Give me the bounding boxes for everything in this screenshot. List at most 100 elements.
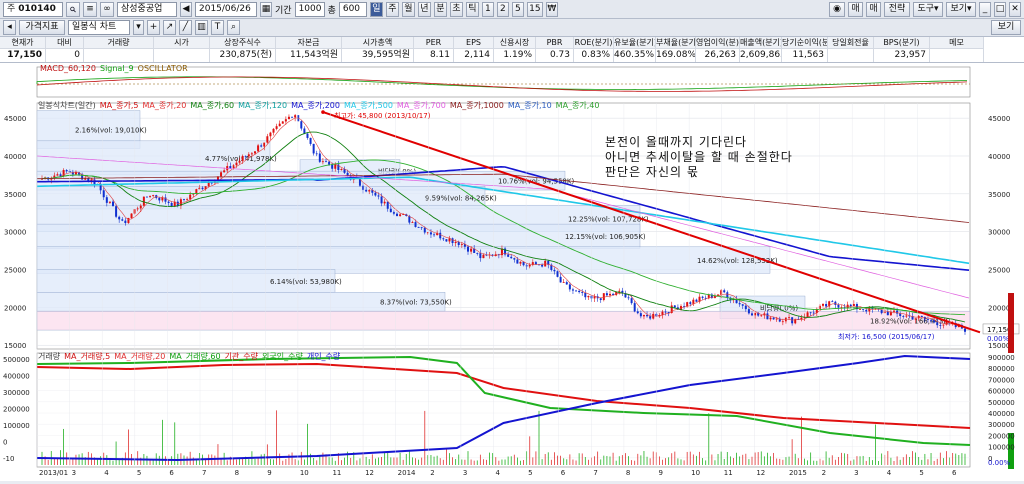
period-input[interactable]: 1000 [294,1,325,17]
legend-item: MA_종가,200 [291,101,340,110]
quote-value: 1.19% [503,50,532,60]
tool-button-5[interactable]: T [211,20,224,35]
period-button-week[interactable]: 주 [385,1,399,17]
window-min-button[interactable]: _ [979,1,991,17]
candle-body [59,174,62,177]
won-button[interactable]: ₩ [545,1,558,17]
candle-body [485,254,488,256]
prev-button[interactable]: ◀ [180,1,192,17]
quote-header: EPS [454,37,493,49]
calendar-button[interactable]: ▦ [260,1,272,17]
quote-value: 2,609,863 [740,50,781,60]
window-max-button[interactable]: □ [994,1,1006,17]
quote-value: 11,563 [792,50,825,60]
volume-profile-label: 12.25%(vol: 107,728K) [568,215,649,223]
candle-body [161,197,164,201]
candle-body [210,182,213,184]
tool-button-6[interactable]: ⌕ [227,20,240,35]
candle-body [519,261,522,264]
candle-body [794,319,797,324]
view-button[interactable]: 보기 ▾ [946,1,976,17]
collapse-icon: ◂ [7,22,12,32]
arrow-icon: ↗ [165,22,174,32]
candle-body [467,246,469,252]
institution-line [36,362,971,429]
tool-button-1[interactable]: + [147,20,160,35]
chart-canvas[interactable]: 45000 45000 40000 40000 35000 35000 30000 30000… [0,63,1024,481]
candle-body [747,309,750,314]
chart-type-dropdown[interactable]: ▾ [133,20,144,35]
candle-body [167,201,170,203]
caret-left-icon: ◀ [182,3,190,14]
period-button-second[interactable]: 초 [449,1,463,17]
quote-value: 460.35% [614,50,655,60]
eye-button[interactable]: ◉ [829,1,845,17]
quote-value: 0.83% [581,50,610,60]
candle-body [334,164,337,169]
chart-type-select[interactable]: 일봉식 차트 [68,20,130,35]
code-list-button[interactable]: ≡ [83,1,97,17]
tool-button-2[interactable]: ↗ [163,20,176,35]
period-button-15[interactable]: 15 [526,1,543,17]
period-button-month[interactable]: 월 [401,1,415,17]
x-tick-label: 4 [104,469,109,477]
volume-profile-label: 6.14%(vol: 53,980K) [270,278,342,286]
candle-body [244,155,247,157]
legend-item: MA_거래량,20 [114,352,166,361]
tool-button-3[interactable]: ╱ [179,20,192,35]
x-tick-label: 6 [561,469,566,477]
period-button-year[interactable]: 년 [417,1,431,17]
candle-body [451,238,454,244]
candle-body [457,241,460,246]
candle-body [825,304,828,307]
candle-body [325,161,327,163]
volume-profile-label: 14.62%(vol: 128,552K) [697,257,778,265]
link-button[interactable]: ∞ [100,1,114,17]
volume-profile-label: 10.76%(vol: 94,558K) [498,178,574,186]
trade-sell-button[interactable]: 매 [866,1,881,17]
candle-body [581,292,584,293]
candle-body [834,301,837,305]
candle-body [547,260,550,265]
count-input[interactable]: 600 [338,1,367,17]
candle-body [500,248,503,256]
legend-item: MA_종가,1000 [449,101,504,110]
quote-cell-0: 현재가 17,150 [0,37,46,62]
candle-body [655,313,658,317]
quote-header: 부채율(분기) [656,37,695,49]
candle-body [476,252,479,254]
search-button[interactable] [66,1,80,17]
candle-body [254,151,256,154]
x-tick-label: 11 [724,469,733,477]
date-input[interactable]: 2015/06/26 [195,1,257,17]
candle-body [473,248,476,253]
tool-button-4[interactable]: ▥ [195,20,208,35]
chart-area[interactable]: 45000 45000 40000 40000 35000 35000 30000 30000… [0,63,1024,481]
price-tick-left: 15000 [4,342,26,350]
quote-cell-19: 메모 [930,37,984,62]
period-button-5[interactable]: 5 [511,1,524,17]
window-close-button[interactable]: ✕ [1009,1,1021,17]
price-tick-right: 30000 [988,229,1010,237]
period-button-tick[interactable]: 틱 [465,1,479,17]
price-tick-left: 20000 [4,304,26,312]
period-button-2[interactable]: 2 [496,1,509,17]
tools-button[interactable]: 도구 ▾ [913,1,943,17]
indicator-tab[interactable]: 가격지표 [19,20,65,35]
high-point-marker [321,110,325,114]
period-button-day[interactable]: 일 [369,1,383,17]
candle-body [565,282,568,285]
stock-code-input[interactable]: 주 010140 [3,1,63,17]
period-button-1[interactable]: 1 [481,1,494,17]
candle-body [510,256,513,259]
side-view-button[interactable]: 보기 [991,20,1021,35]
period-button-minute[interactable]: 분 [433,1,447,17]
candle-body [229,166,232,169]
x-tick-label: 12 [365,469,374,477]
candle-body [880,309,883,314]
quote-value: 169.08% [656,50,695,60]
collapse-button[interactable]: ◂ [3,20,16,35]
strategy-button[interactable]: 전략 [884,1,910,17]
volume-legend: 거래량 MA_거래량,5 MA_거래량,20 MA_거래량,60 기관_수량 외국인_수량… [38,351,340,362]
trade-buy-button[interactable]: 매 [848,1,863,17]
